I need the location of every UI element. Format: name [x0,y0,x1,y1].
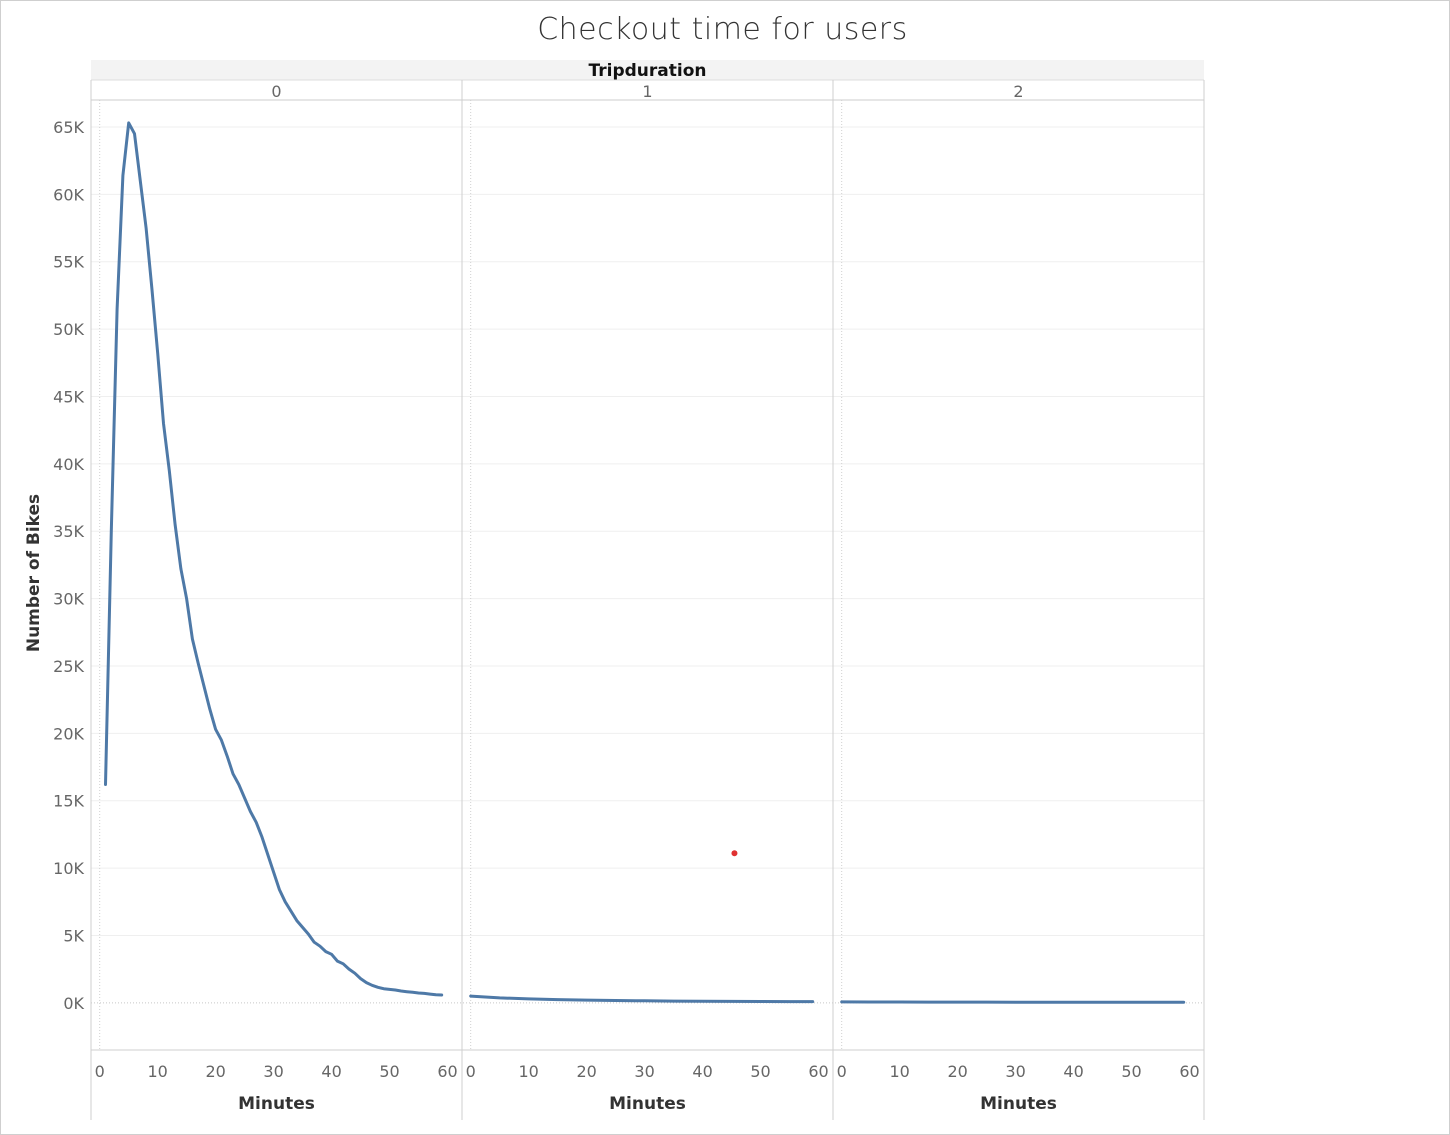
y-tick-label: 5K [63,926,84,945]
x-axis-label: Minutes [238,1094,315,1114]
x-tick-label: 50 [750,1062,770,1081]
column-header-band [91,60,1204,80]
chart-title: Checkout time for users [537,12,908,47]
y-tick-label: 25K [53,657,84,676]
x-tick-label: 0 [837,1062,847,1081]
y-tick-label: 50K [53,320,84,339]
x-tick-label: 60 [437,1062,457,1081]
x-tick-label: 30 [263,1062,283,1081]
x-axis-label: Minutes [609,1094,686,1114]
x-tick-label: 20 [947,1062,967,1081]
y-tick-label: 15K [53,792,84,811]
y-tick-label: 10K [53,859,84,878]
x-tick-label: 50 [379,1062,399,1081]
x-axis-label: Minutes [980,1094,1057,1114]
y-axis-label: Number of Bikes [24,494,44,652]
y-tick-label: 60K [53,185,84,204]
x-tick-label: 0 [466,1062,476,1081]
series-line-panel-1 [469,994,815,1004]
y-tick-label: 65K [53,118,84,137]
panel-header-1: 1 [642,82,652,101]
y-tick-label: 0K [63,994,84,1013]
x-tick-label: 40 [321,1062,341,1081]
y-tick-label: 30K [53,590,84,609]
x-tick-label: 60 [1179,1062,1199,1081]
x-tick-label: 10 [147,1062,167,1081]
x-tick-label: 10 [889,1062,909,1081]
x-tick-label: 50 [1121,1062,1141,1081]
panel-header-2: 2 [1013,82,1023,101]
y-tick-label: 55K [53,253,84,272]
y-tick-label: 40K [53,455,84,474]
x-tick-label: 60 [808,1062,828,1081]
panel-header-0: 0 [271,82,281,101]
x-tick-label: 0 [95,1062,105,1081]
y-tick-label: 20K [53,724,84,743]
x-tick-label: 30 [634,1062,654,1081]
y-tick-label: 45K [53,387,84,406]
x-tick-label: 40 [692,1062,712,1081]
y-tick-label: 35K [53,522,84,541]
series-line-panel-0 [104,121,444,997]
x-tick-label: 20 [576,1062,596,1081]
highlight-point [731,850,738,857]
x-tick-label: 30 [1005,1062,1025,1081]
x-tick-label: 20 [205,1062,225,1081]
column-header: Tripduration [589,61,707,81]
x-tick-label: 40 [1063,1062,1083,1081]
x-tick-label: 10 [518,1062,538,1081]
